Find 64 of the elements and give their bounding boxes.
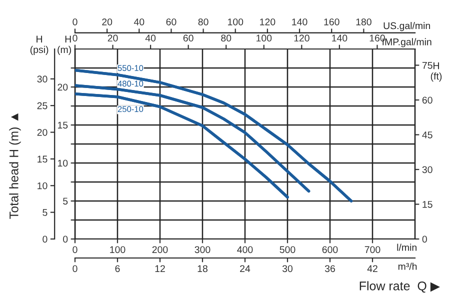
x-tick-label: 400 [237,246,253,254]
x-tick-label: 300 [194,246,210,254]
y-tick-label: 15 [58,122,68,129]
y3-tick-label: 10 [38,182,48,190]
x2-tick-label: 20 [102,18,112,26]
x-tick-label: 0 [72,265,78,272]
x-axis-title: m³/h [398,262,417,270]
x-tick-label: 0 [72,246,78,254]
text: Flow rate Q ▶ [360,281,440,293]
y3-tick-label: 20 [37,128,48,136]
x2-tick-label: 60 [183,34,194,42]
x-tick-label: 6 [115,265,120,272]
x2-axis-title: IMP.gal/min [382,38,432,48]
x2-tick-label: 140 [332,34,348,42]
y2-tick-label: 45 [422,132,432,138]
x-tick-label: 200 [152,246,168,254]
series-label: 550-10 [118,65,144,71]
x-tick-label: 500 [280,246,296,254]
x2-tick-label: 100 [256,34,272,42]
x-tick-label: 700 [364,246,380,254]
x-tick-label: 18 [198,265,208,272]
x2-tick-label: 80 [198,18,208,26]
x2-tick-label: 40 [145,34,156,42]
x-tick-label: 30 [282,265,293,272]
y2-tick-label: 0 [422,236,427,243]
x2-tick-label: 100 [228,18,244,26]
x-axis-title: l/min [397,244,416,251]
series-label: 480-10 [118,80,144,87]
x-tick-label: 42 [367,265,378,272]
y2-tick-label: 15 [422,201,432,208]
y3-tick-label: 0 [42,236,48,243]
x2-tick-label: 160 [324,18,340,26]
x2-tick-label: 180 [356,18,372,26]
x2-tick-label: 80 [221,34,232,42]
x2-tick-label: 120 [294,34,310,42]
x2-tick-label: 60 [166,18,176,26]
x-tick-label: 100 [110,246,126,254]
x-tick-label: 36 [324,265,335,272]
y2-tick-label: 60 [422,96,432,104]
series-label: 250-10 [118,106,144,112]
y-tick-label: 10 [58,160,68,167]
x2-tick-label: 20 [108,34,118,42]
x-tick-label: 24 [240,265,250,272]
y3-axis-title: H (psi) [30,36,48,55]
x-tick-label: 12 [155,265,165,272]
y-tick-label: 20 [58,84,68,91]
x2-axis-title: US.gal/min [384,22,430,32]
y-axis-title: H (m) [58,36,71,55]
y3-tick-label: 15 [38,156,48,163]
y3-tick-label: 30 [37,76,48,83]
x2-tick-label: 160 [370,34,385,42]
y-tick-label: 5 [63,198,68,205]
x2-tick-label: 140 [292,18,308,26]
y3-tick-label: 5 [42,209,48,216]
x2-tick-label: 0 [72,18,78,26]
y-tick-label: 0 [63,236,68,243]
x-tick-label: 600 [322,246,338,254]
x2-tick-label: 0 [72,34,78,42]
x2-tick-label: 120 [260,18,276,26]
y3-tick-label: 25 [37,102,48,110]
y2-tick-label: 75 [422,62,432,69]
y2-tick-label: 30 [422,166,432,174]
x2-tick-label: 40 [134,18,144,26]
text: Total head H (m) ▲ [9,113,21,219]
